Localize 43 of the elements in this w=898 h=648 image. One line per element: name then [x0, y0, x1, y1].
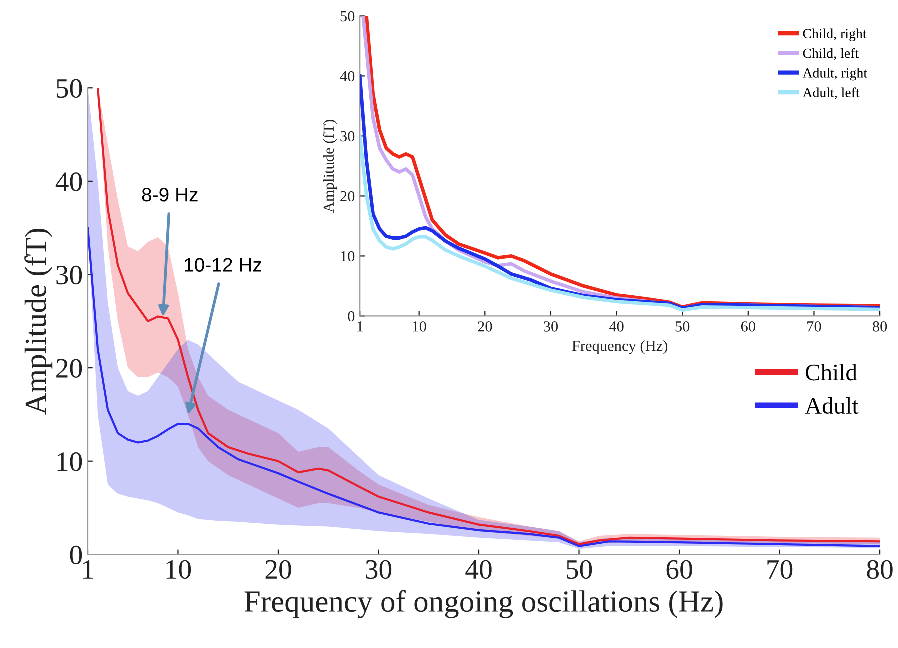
y-tick-label: 20 — [340, 191, 355, 202]
x-tick-label: 10 — [166, 560, 192, 580]
annotation: 10-12 Hz — [185, 258, 262, 272]
y-axis-title: Amplitude (fT) — [24, 228, 53, 415]
x-tick-label: 60 — [666, 560, 692, 580]
x-tick-label: 40 — [466, 560, 492, 580]
y-tick-label: 50 — [56, 79, 82, 98]
legend-label: Adult, left — [802, 88, 860, 100]
line-series — [360, 134, 880, 312]
y-tick-label: 0 — [348, 311, 355, 322]
legend-label: Child, left — [803, 48, 859, 60]
y-tick-label: 30 — [340, 131, 355, 142]
x-tick-label: 50 — [566, 560, 592, 580]
y-tick-label: 20 — [56, 359, 82, 378]
y-tick-label: 50 — [340, 11, 355, 22]
x-tick-label: 70 — [808, 322, 822, 332]
x-axis-title: Frequency of ongoing oscillations (Hz) — [244, 590, 723, 618]
x-tick-label: 10 — [413, 322, 426, 332]
y-tick-label: 10 — [341, 251, 355, 262]
y-tick-label: 40 — [340, 71, 355, 82]
y-axis-title: Amplitude (fT) — [323, 120, 338, 213]
y-tick-label: 10 — [58, 452, 82, 472]
x-tick-label: 80 — [872, 322, 888, 332]
legend-label: Child — [806, 364, 858, 381]
x-tick-label: 60 — [741, 322, 756, 332]
legend-label: Child, right — [803, 28, 867, 42]
x-tick-label: 50 — [676, 322, 690, 332]
x-axis-title: Frequency (Hz) — [572, 340, 668, 354]
x-tick-label: 30 — [366, 560, 392, 580]
y-tick-label: 0 — [70, 546, 82, 565]
x-tick-label: 30 — [544, 322, 558, 332]
x-tick-label: 20 — [478, 322, 492, 332]
x-tick-label: 1 — [358, 322, 363, 332]
legend-label: Adult — [805, 397, 859, 414]
legend-label: Adult, right — [802, 68, 868, 81]
x-tick-label: 80 — [867, 560, 893, 580]
x-tick-label: 1 — [84, 560, 94, 579]
annotation: 8-9 Hz — [142, 188, 198, 202]
x-tick-label: 20 — [266, 560, 292, 580]
x-tick-label: 40 — [609, 322, 624, 332]
x-tick-label: 70 — [768, 560, 793, 580]
y-tick-label: 30 — [56, 266, 82, 285]
y-tick-label: 40 — [56, 172, 82, 192]
